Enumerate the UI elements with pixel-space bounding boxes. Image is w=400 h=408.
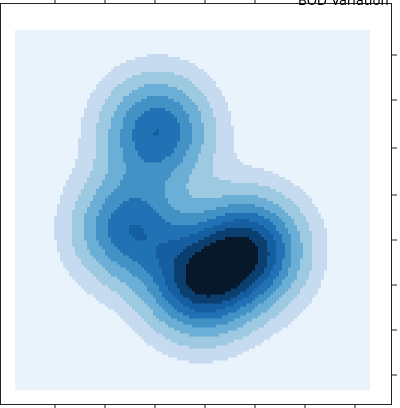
chart-title: BOD Variation [298,0,389,9]
axes-frame [0,3,392,405]
contour-level [186,237,258,298]
plot-area [15,30,370,391]
